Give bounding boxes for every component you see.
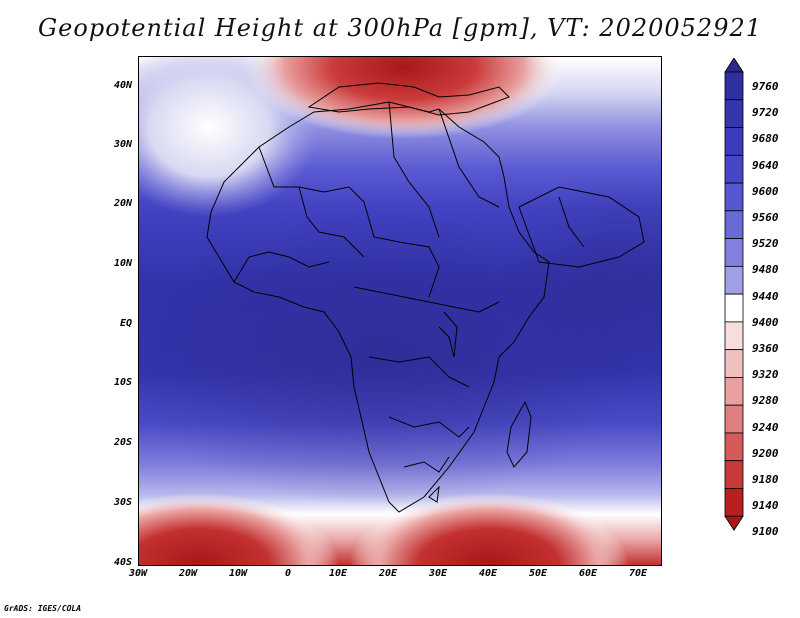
lon-label-30w: 30W [128, 568, 148, 579]
lat-label-40s: 40S [113, 557, 132, 568]
lat-label-10n: 10N [113, 258, 132, 269]
colorbar-cell [724, 265, 744, 295]
colorbar-cell [724, 182, 744, 212]
lat-label-eq: EQ [119, 318, 132, 329]
lon-label-20e: 20E [378, 568, 398, 579]
colorbar-cell [724, 321, 744, 351]
colorbar-label: 9720 [752, 106, 779, 120]
colorbar-label: 9400 [752, 315, 779, 329]
colorbar-label: 9240 [752, 420, 779, 434]
colorbar-label: 9320 [752, 368, 779, 382]
lat-label-10s: 10S [113, 377, 132, 388]
colorbar-label: 9480 [752, 263, 779, 277]
colorbar-cap-top [724, 58, 744, 73]
colorbar-cell [724, 71, 744, 101]
lon-label-50e: 50E [528, 568, 548, 579]
lon-label-10e: 10E [328, 568, 348, 579]
colorbar-label: 9360 [752, 342, 779, 355]
colorbar-label: 9200 [752, 446, 779, 460]
lon-label-0: 0 [284, 568, 292, 579]
lat-label-20n: 20N [113, 198, 132, 209]
coastlines [206, 82, 645, 513]
colorbar-label: 9600 [752, 184, 779, 198]
colorbar-cell [724, 238, 744, 267]
colorbar-cell [724, 460, 744, 489]
lon-label-40e: 40E [478, 568, 498, 579]
colorbar-label: 9680 [752, 132, 779, 146]
colorbar-label: 9140 [752, 499, 779, 513]
lat-label-30s: 30S [113, 497, 132, 508]
colorbar-cell [724, 99, 744, 128]
lon-label-30e: 30E [428, 568, 448, 579]
lat-label-30n: 30N [113, 139, 132, 150]
colorbar-cell [724, 210, 744, 239]
footer-credit: GrADS: IGES/COLA [4, 604, 82, 613]
colorbar-cell [724, 404, 744, 434]
colorbar-label: 9520 [752, 237, 779, 251]
geopotential-field [139, 57, 661, 565]
colorbar-label: 9100 [752, 525, 779, 539]
colorbar-cell [724, 127, 744, 156]
colorbar-label: 9280 [752, 394, 779, 408]
lon-label-10w: 10W [228, 568, 248, 579]
lat-label-20s: 20S [113, 437, 132, 448]
colorbar [724, 58, 744, 531]
colorbar-label: 9440 [752, 289, 779, 303]
lon-label-60e: 60E [578, 568, 598, 579]
colorbar-cell [724, 293, 744, 323]
colorbar-label: 9560 [752, 211, 779, 224]
chart-title: Geopotential Height at 300hPa [gpm], VT:… [38, 14, 762, 42]
colorbar-cell [724, 154, 744, 184]
lon-label-20w: 20W [178, 568, 198, 579]
colorbar-cell [724, 432, 744, 462]
colorbar-cell [724, 349, 744, 378]
colorbar-label: 9760 [752, 80, 779, 93]
lon-label-70e: 70E [628, 568, 648, 579]
colorbar-label: 9180 [752, 473, 779, 486]
lat-label-40n: 40N [113, 80, 132, 91]
colorbar-label: 9640 [752, 158, 779, 172]
colorbar-cell [724, 488, 744, 517]
colorbar-cell [724, 377, 744, 406]
map-panel [138, 56, 662, 566]
colorbar-cap-bottom [724, 515, 744, 531]
